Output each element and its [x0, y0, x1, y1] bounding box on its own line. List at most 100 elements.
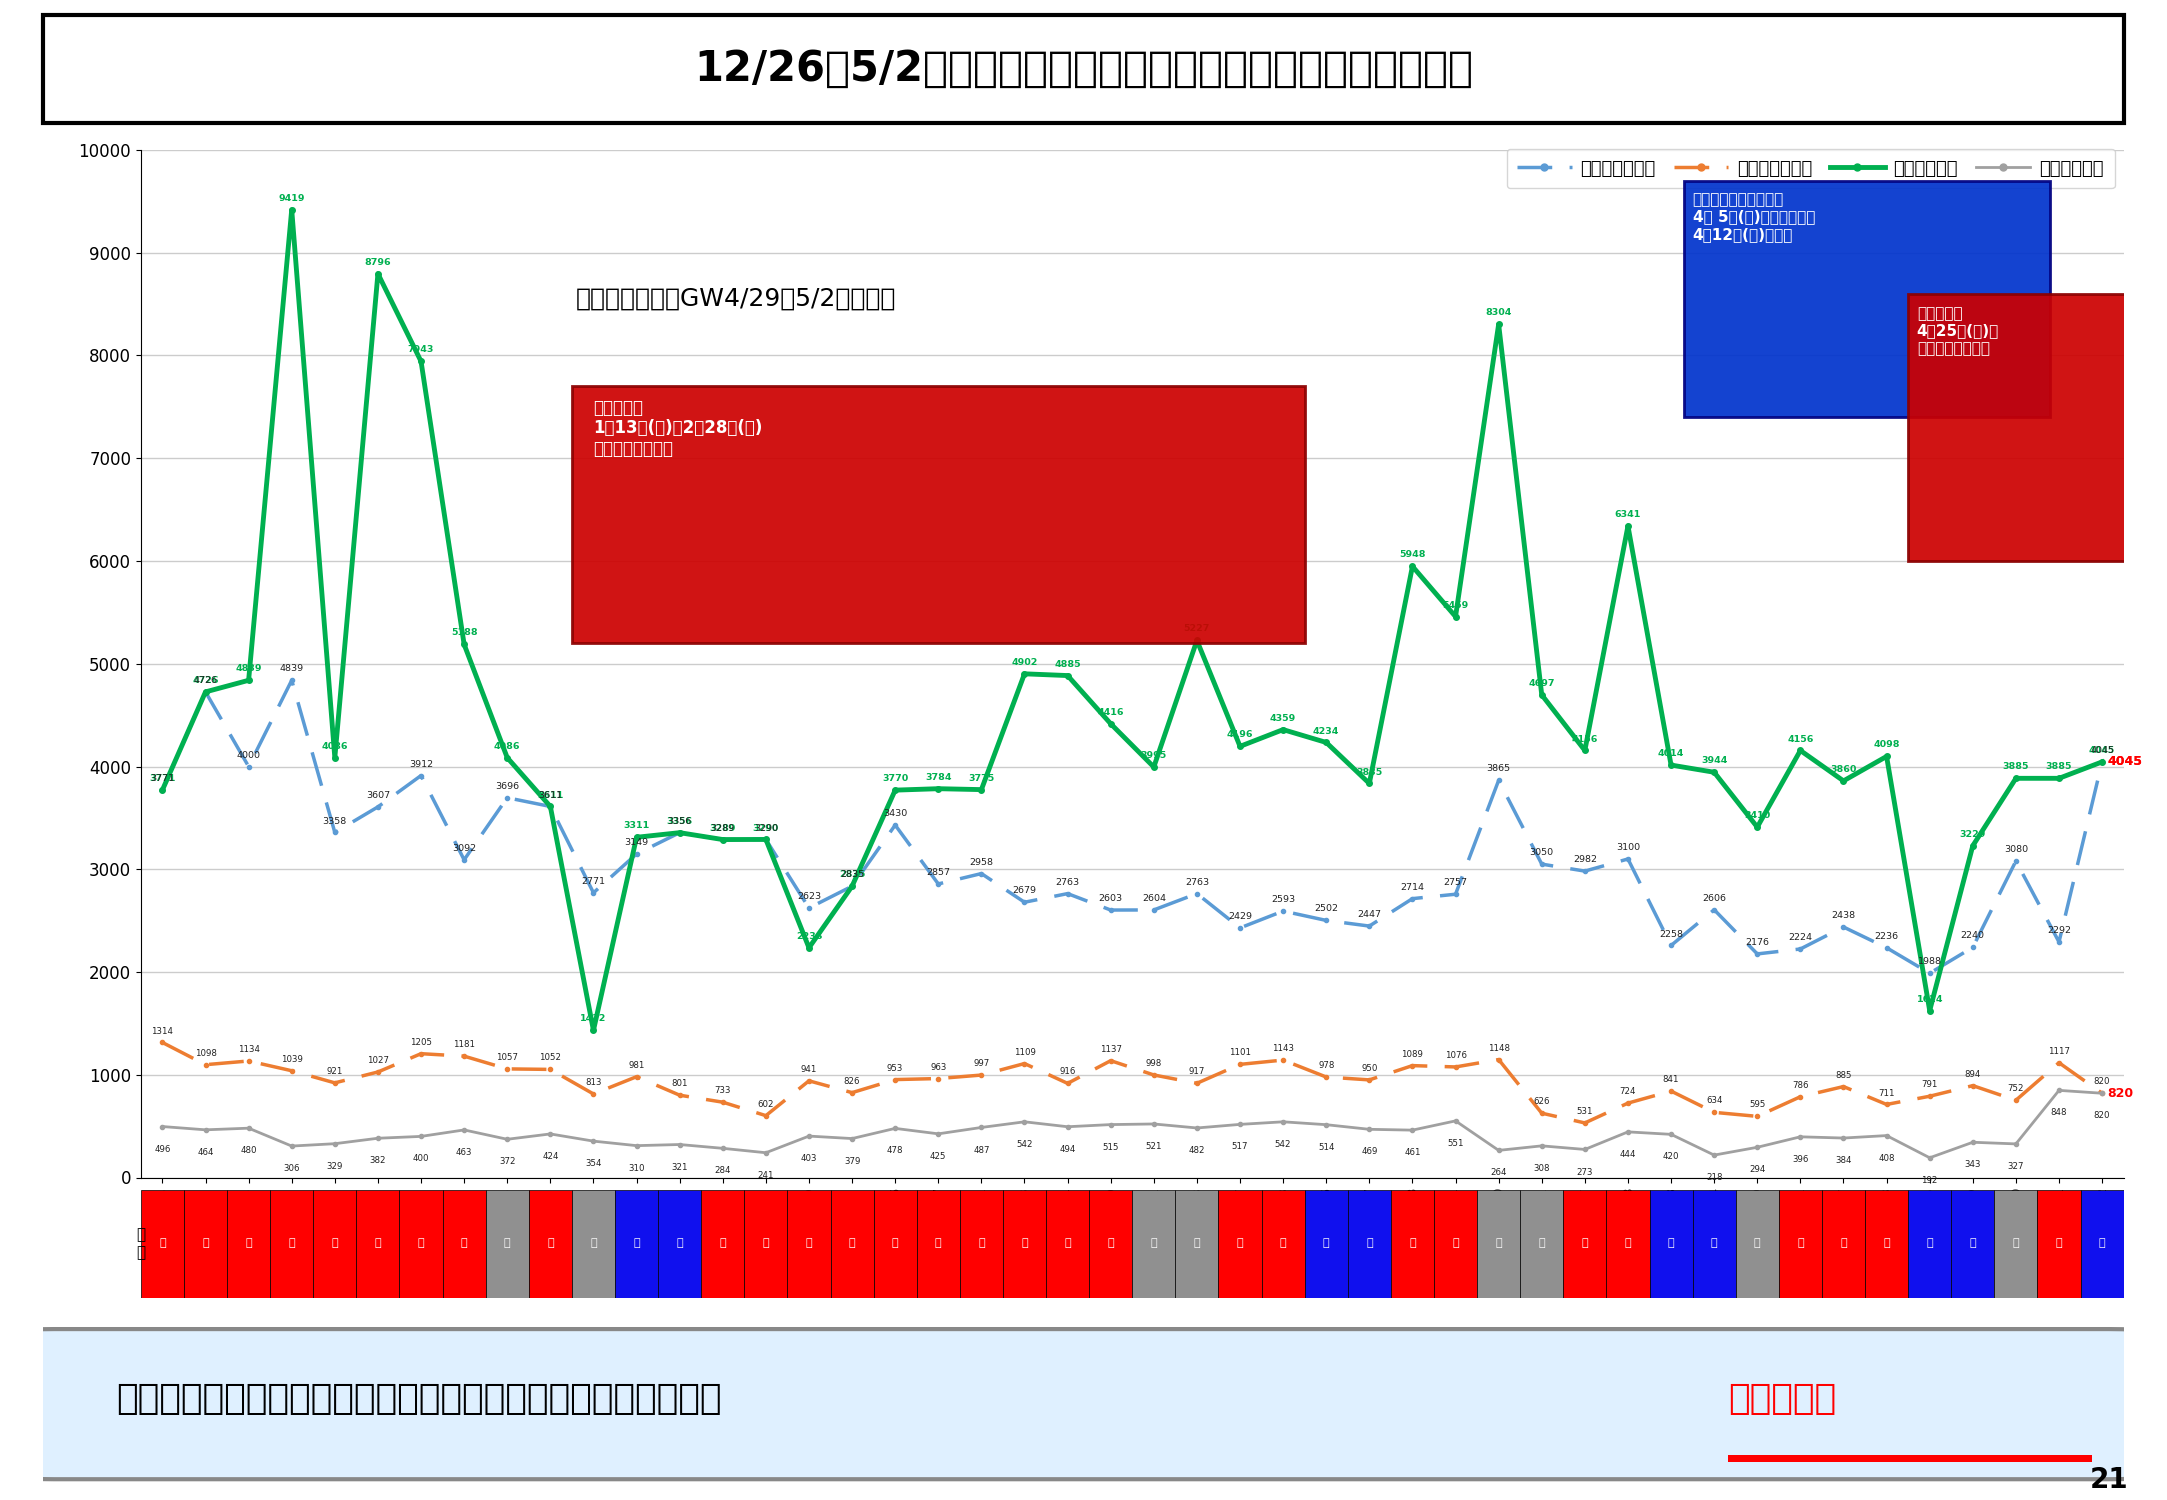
Text: 晴: 晴 — [1452, 1239, 1458, 1248]
Text: 885: 885 — [1835, 1071, 1853, 1080]
Bar — [1779, 1190, 1822, 1298]
Text: 晴: 晴 — [1107, 1239, 1114, 1248]
Text: 晴: 晴 — [1021, 1239, 1027, 1248]
Text: 晴: 晴 — [202, 1239, 208, 1248]
Bar — [960, 1190, 1003, 1298]
Bar — [1175, 1190, 1218, 1298]
Text: 3770: 3770 — [882, 774, 908, 783]
Text: 晴: 晴 — [245, 1239, 251, 1248]
Text: 晴: 晴 — [1281, 1239, 1287, 1248]
Text: 天
気: 天 気 — [137, 1227, 145, 1260]
Bar — [442, 1190, 485, 1298]
Text: 9419: 9419 — [280, 194, 306, 202]
Text: 1205: 1205 — [410, 1038, 431, 1047]
Bar — [702, 1190, 743, 1298]
Text: 1137: 1137 — [1099, 1044, 1123, 1053]
Text: 3607: 3607 — [366, 790, 390, 800]
Text: 4196: 4196 — [1227, 730, 1253, 740]
Text: 531: 531 — [1578, 1107, 1593, 1116]
Text: 晴: 晴 — [1840, 1239, 1846, 1248]
Bar — [1047, 1190, 1090, 1298]
Text: 4885: 4885 — [1055, 660, 1081, 669]
Text: 1314: 1314 — [152, 1026, 173, 1035]
Text: 1052: 1052 — [540, 1053, 561, 1062]
Text: 曇: 曇 — [505, 1239, 511, 1248]
Text: 487: 487 — [973, 1146, 990, 1155]
Text: 2835: 2835 — [839, 870, 865, 879]
Text: 1432: 1432 — [581, 1014, 607, 1023]
Text: 372: 372 — [498, 1158, 516, 1167]
Text: 奈良公園周辺では、３月末をピークに減少するも４月中旬以降: 奈良公園周辺では、３月末をピークに減少するも４月中旬以降 — [117, 1382, 722, 1416]
Text: 4045: 4045 — [2091, 746, 2115, 754]
Text: 2429: 2429 — [1229, 912, 1253, 921]
Text: 3860: 3860 — [1831, 765, 1857, 774]
Text: 4726: 4726 — [193, 676, 219, 686]
Text: 曇: 曇 — [1539, 1239, 1545, 1248]
Bar — [615, 1190, 659, 1298]
Text: 晴: 晴 — [934, 1239, 943, 1248]
Text: 曇: 曇 — [1194, 1239, 1201, 1248]
Text: まん延防止等重点措置
4月 5日(月)～大阪、兵庫
4月12日(月)～京都: まん延防止等重点措置 4月 5日(月)～大阪、兵庫 4月12日(月)～京都 — [1692, 192, 1816, 242]
Text: 384: 384 — [1835, 1156, 1853, 1166]
Text: 2857: 2857 — [925, 868, 951, 877]
Bar — [1692, 1190, 1736, 1298]
Text: 4098: 4098 — [1872, 741, 1900, 750]
Text: 3358: 3358 — [323, 816, 347, 825]
Text: 晴: 晴 — [158, 1239, 165, 1248]
Text: 3784: 3784 — [925, 772, 951, 782]
Text: 953: 953 — [886, 1064, 904, 1072]
FancyBboxPatch shape — [1684, 182, 2050, 417]
Text: 400: 400 — [412, 1155, 429, 1164]
Text: 894: 894 — [1965, 1070, 1981, 1078]
Text: 521: 521 — [1146, 1142, 1162, 1150]
Text: 3885: 3885 — [2046, 762, 2072, 771]
Text: 981: 981 — [628, 1060, 646, 1070]
Text: 3912: 3912 — [410, 759, 433, 768]
Text: 998: 998 — [1146, 1059, 1162, 1068]
Text: 354: 354 — [585, 1160, 602, 1168]
Text: 級事態宣言
4月25日(日)～
大阪、京都、兵庫: 級事態宣言 4月25日(日)～ 大阪、京都、兵庫 — [1918, 306, 1998, 356]
Text: 4000: 4000 — [236, 750, 260, 759]
Bar — [572, 1190, 615, 1298]
Text: 4697: 4697 — [1528, 680, 1556, 688]
Text: 4045: 4045 — [2108, 756, 2143, 768]
Text: 3289: 3289 — [711, 824, 735, 833]
Text: 294: 294 — [1749, 1166, 1766, 1174]
Bar — [917, 1190, 960, 1298]
Text: 329: 329 — [327, 1162, 342, 1172]
Text: 晴: 晴 — [2056, 1239, 2063, 1248]
Text: 2623: 2623 — [797, 892, 821, 902]
Text: 4156: 4156 — [1788, 735, 1814, 744]
Text: 1101: 1101 — [1229, 1048, 1250, 1058]
Text: 306: 306 — [284, 1164, 299, 1173]
Bar — [1003, 1190, 1047, 1298]
Text: 1134: 1134 — [238, 1046, 260, 1054]
Text: 3050: 3050 — [1530, 847, 1554, 856]
Bar — [1822, 1190, 1866, 1298]
Text: 482: 482 — [1190, 1146, 1205, 1155]
Text: 3885: 3885 — [2002, 762, 2028, 771]
Text: 494: 494 — [1060, 1144, 1075, 1154]
Text: 2606: 2606 — [1701, 894, 1727, 903]
Text: 4086: 4086 — [321, 741, 349, 750]
Text: 曇: 曇 — [1151, 1239, 1157, 1248]
Bar — [314, 1190, 355, 1298]
Text: 3100: 3100 — [1617, 843, 1640, 852]
Bar — [1649, 1190, 1692, 1298]
Bar — [529, 1190, 572, 1298]
Text: 464: 464 — [197, 1148, 215, 1156]
Bar — [873, 1190, 917, 1298]
Text: 5948: 5948 — [1400, 550, 1426, 560]
Bar — [399, 1190, 442, 1298]
Text: 310: 310 — [628, 1164, 646, 1173]
Text: 848: 848 — [2050, 1108, 2067, 1118]
Text: 1143: 1143 — [1272, 1044, 1294, 1053]
Text: 雨: 雨 — [1669, 1239, 1675, 1248]
Text: 雨: 雨 — [1365, 1239, 1372, 1248]
Text: （年末年始及びGW4/29～5/2を含む）: （年末年始及びGW4/29～5/2を含む） — [576, 286, 895, 310]
Text: 3611: 3611 — [537, 790, 563, 800]
Text: 916: 916 — [1060, 1068, 1075, 1077]
Bar — [355, 1190, 399, 1298]
Text: 4359: 4359 — [1270, 714, 1296, 723]
Text: 級事態宣言
1月13日(水)～2月28日(日)
大阪、京都、兵庫: 級事態宣言 1月13日(水)～2月28日(日) 大阪、京都、兵庫 — [594, 399, 763, 459]
